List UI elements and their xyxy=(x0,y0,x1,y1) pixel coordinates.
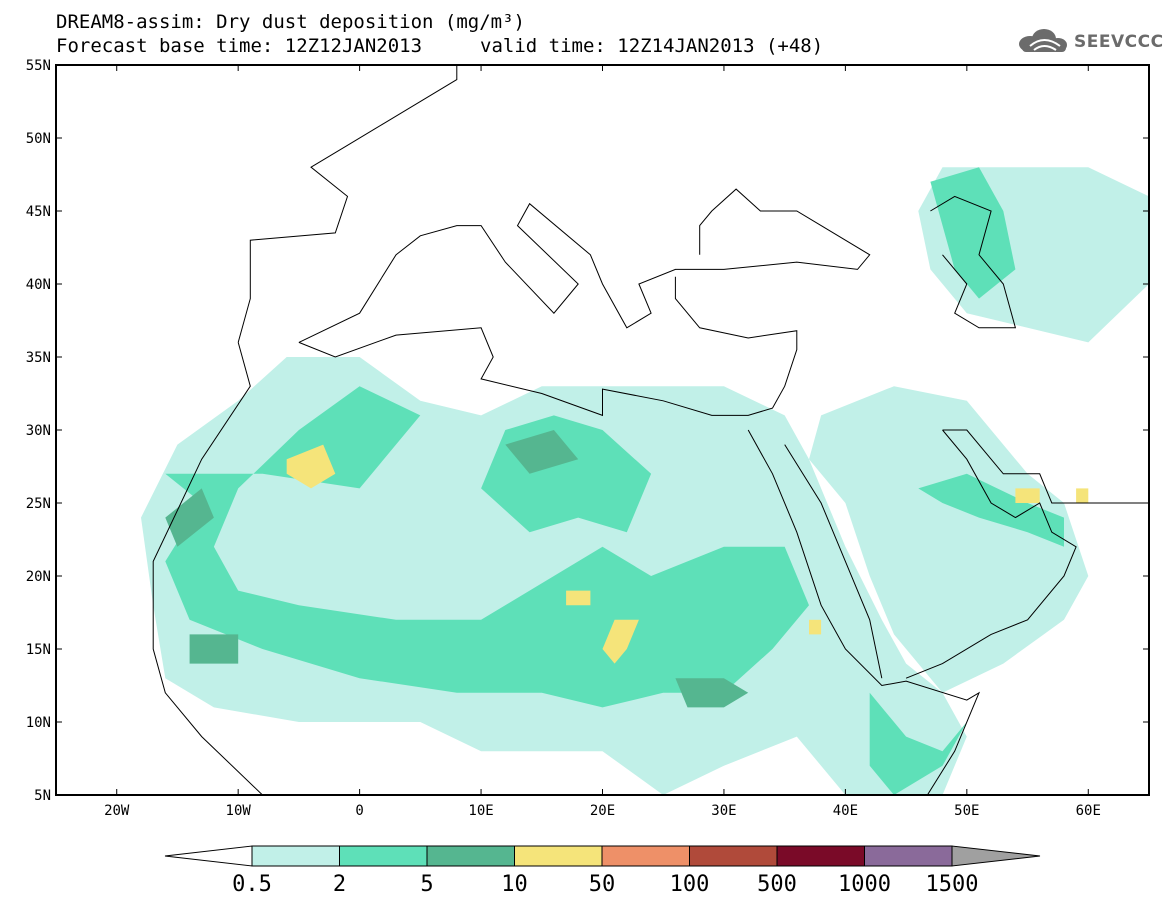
dust-region-level-1 xyxy=(930,167,1016,299)
colorbar-label: 100 xyxy=(669,872,710,897)
dust-region-level-2 xyxy=(189,634,239,664)
lat-tick-label: 30N xyxy=(26,423,51,439)
colorbar-under-arrow xyxy=(164,845,253,867)
valid-time: valid time: 12Z14JAN2013 (+48) xyxy=(480,35,824,57)
lon-tick-label: 10W xyxy=(226,803,252,819)
colorbar-swatch xyxy=(426,845,515,867)
lon-tick-label: 0 xyxy=(355,803,363,819)
coastline-segment xyxy=(942,429,1149,504)
colorbar-label: 1500 xyxy=(925,872,979,897)
lat-tick-label: 55N xyxy=(26,58,51,74)
colorbar-swatch xyxy=(514,845,603,867)
colorbar-label: 1000 xyxy=(838,872,891,897)
coastline-segment xyxy=(905,429,1077,679)
coastline-segment xyxy=(298,276,798,417)
colorbar-over-arrow xyxy=(951,845,1041,867)
dust-region-level-3 xyxy=(602,619,639,664)
map-title: DREAM8-assim: Dry dust deposition (mg/m³… xyxy=(56,11,525,33)
dust-region-level-3 xyxy=(809,619,822,635)
lat-tick-label: 35N xyxy=(26,350,51,366)
colorbar-label: 5 xyxy=(420,872,434,897)
lat-tick-label: 10N xyxy=(26,715,51,731)
colorbar-swatch xyxy=(864,845,953,867)
coastline-segment xyxy=(930,195,1017,329)
coastline-segment xyxy=(747,429,981,795)
colorbar-swatch xyxy=(251,845,340,867)
lon-tick-label: 10E xyxy=(468,803,493,819)
coastline-segment xyxy=(237,65,458,343)
coastlines xyxy=(152,65,1149,795)
latitude-axis: 55N 50N 45N 40N 35N 30N 25N 20N 15N 10N 5N xyxy=(26,58,1149,804)
lon-tick-label: 20W xyxy=(104,803,130,819)
lat-tick-label: 45N xyxy=(26,204,51,220)
lon-tick-label: 20E xyxy=(590,803,615,819)
colorbar-label: 10 xyxy=(501,872,528,897)
dust-region-level-1 xyxy=(918,473,1064,547)
coastline-segment xyxy=(784,444,883,679)
coastline-segment xyxy=(298,188,871,343)
colorbar-label: 0.5 xyxy=(232,872,272,897)
lat-tick-label: 50N xyxy=(26,131,51,147)
lon-tick-label: 60E xyxy=(1076,803,1101,819)
colorbar-swatch xyxy=(689,845,778,867)
dust-region-level-2 xyxy=(675,678,749,708)
seevccc-logo xyxy=(1019,29,1067,52)
lon-tick-label: 50E xyxy=(954,803,979,819)
dust-region-level-0 xyxy=(809,386,1089,693)
forecast-base-time: Forecast base time: 12Z12JAN2013 xyxy=(56,35,423,57)
dust-region-level-3 xyxy=(566,590,591,606)
lat-tick-label: 40N xyxy=(26,277,51,293)
longitude-axis: 20W 10W 0 10E 20E 30E 40E 50E 60E xyxy=(104,65,1101,819)
colorbar-swatch xyxy=(776,845,865,867)
lat-tick-label: 15N xyxy=(26,642,51,658)
dust-region-level-1 xyxy=(869,692,967,795)
colorbar xyxy=(164,845,1041,867)
lat-tick-label: 5N xyxy=(34,788,51,804)
lat-tick-label: 20N xyxy=(26,569,51,585)
colorbar-swatch xyxy=(339,845,428,867)
dust-deposition-fields xyxy=(141,167,1149,795)
colorbar-label: 50 xyxy=(588,872,616,897)
dust-region-level-2 xyxy=(165,488,214,547)
lon-tick-label: 30E xyxy=(711,803,736,819)
lat-tick-label: 25N xyxy=(26,496,51,512)
colorbar-swatch xyxy=(601,845,690,867)
colorbar-label: 500 xyxy=(757,872,797,897)
logo-text: SEEVCCC xyxy=(1074,32,1164,52)
dust-region-level-3 xyxy=(1076,488,1089,503)
lon-tick-label: 40E xyxy=(833,803,858,819)
dust-region-level-3 xyxy=(286,444,336,489)
dust-region-level-3 xyxy=(1015,488,1040,503)
colorbar-label: 2 xyxy=(332,872,347,897)
coastline-segment xyxy=(152,342,263,795)
dust-region-level-2 xyxy=(505,430,579,474)
